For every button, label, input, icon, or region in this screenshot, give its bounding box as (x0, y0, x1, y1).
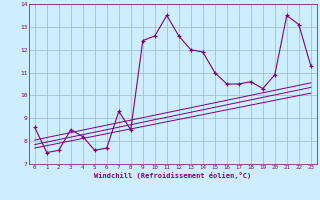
X-axis label: Windchill (Refroidissement éolien,°C): Windchill (Refroidissement éolien,°C) (94, 172, 252, 179)
